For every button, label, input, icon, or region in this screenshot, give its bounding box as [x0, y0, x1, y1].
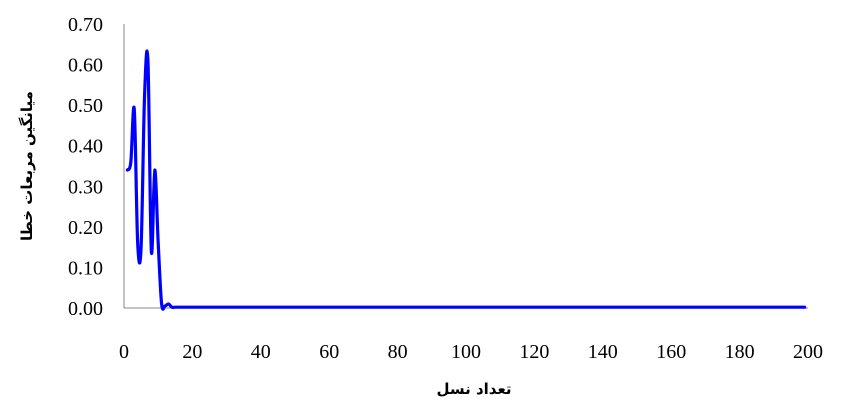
y-tick-label: 0.70 — [68, 14, 103, 36]
y-tick-label: 0.00 — [68, 298, 103, 320]
x-tick-label: 100 — [451, 341, 481, 363]
y-tick-label: 0.60 — [68, 55, 103, 77]
x-tick-label: 140 — [588, 341, 618, 363]
x-axis-title: تعداد نسل — [436, 380, 511, 398]
series-group — [125, 49, 807, 311]
y-tick-label: 0.50 — [68, 95, 103, 117]
x-tick-label: 180 — [725, 341, 755, 363]
y-tick-label: 0.20 — [68, 217, 103, 239]
x-tick-label: 80 — [388, 341, 408, 363]
series-line — [125, 49, 807, 311]
x-tick-label: 0 — [119, 341, 129, 363]
x-tick-label: 120 — [519, 341, 549, 363]
y-tick-label: 0.40 — [68, 136, 103, 158]
x-tick-label: 160 — [656, 341, 686, 363]
y-tick-label: 0.30 — [68, 176, 103, 198]
y-axis-title: میانگین مربعات خطا — [18, 91, 36, 241]
x-tick-label: 40 — [251, 341, 271, 363]
y-axis-ticks: 0.00 0.10 0.20 0.30 0.40 0.50 0.60 0.70 — [68, 14, 103, 320]
x-tick-label: 20 — [182, 341, 202, 363]
y-tick-label: 0.10 — [68, 257, 103, 279]
x-tick-label: 200 — [793, 341, 823, 363]
x-tick-label: 60 — [319, 341, 339, 363]
x-axis-ticks: 0 20 40 60 80 100 120 140 160 180 200 — [119, 341, 823, 363]
